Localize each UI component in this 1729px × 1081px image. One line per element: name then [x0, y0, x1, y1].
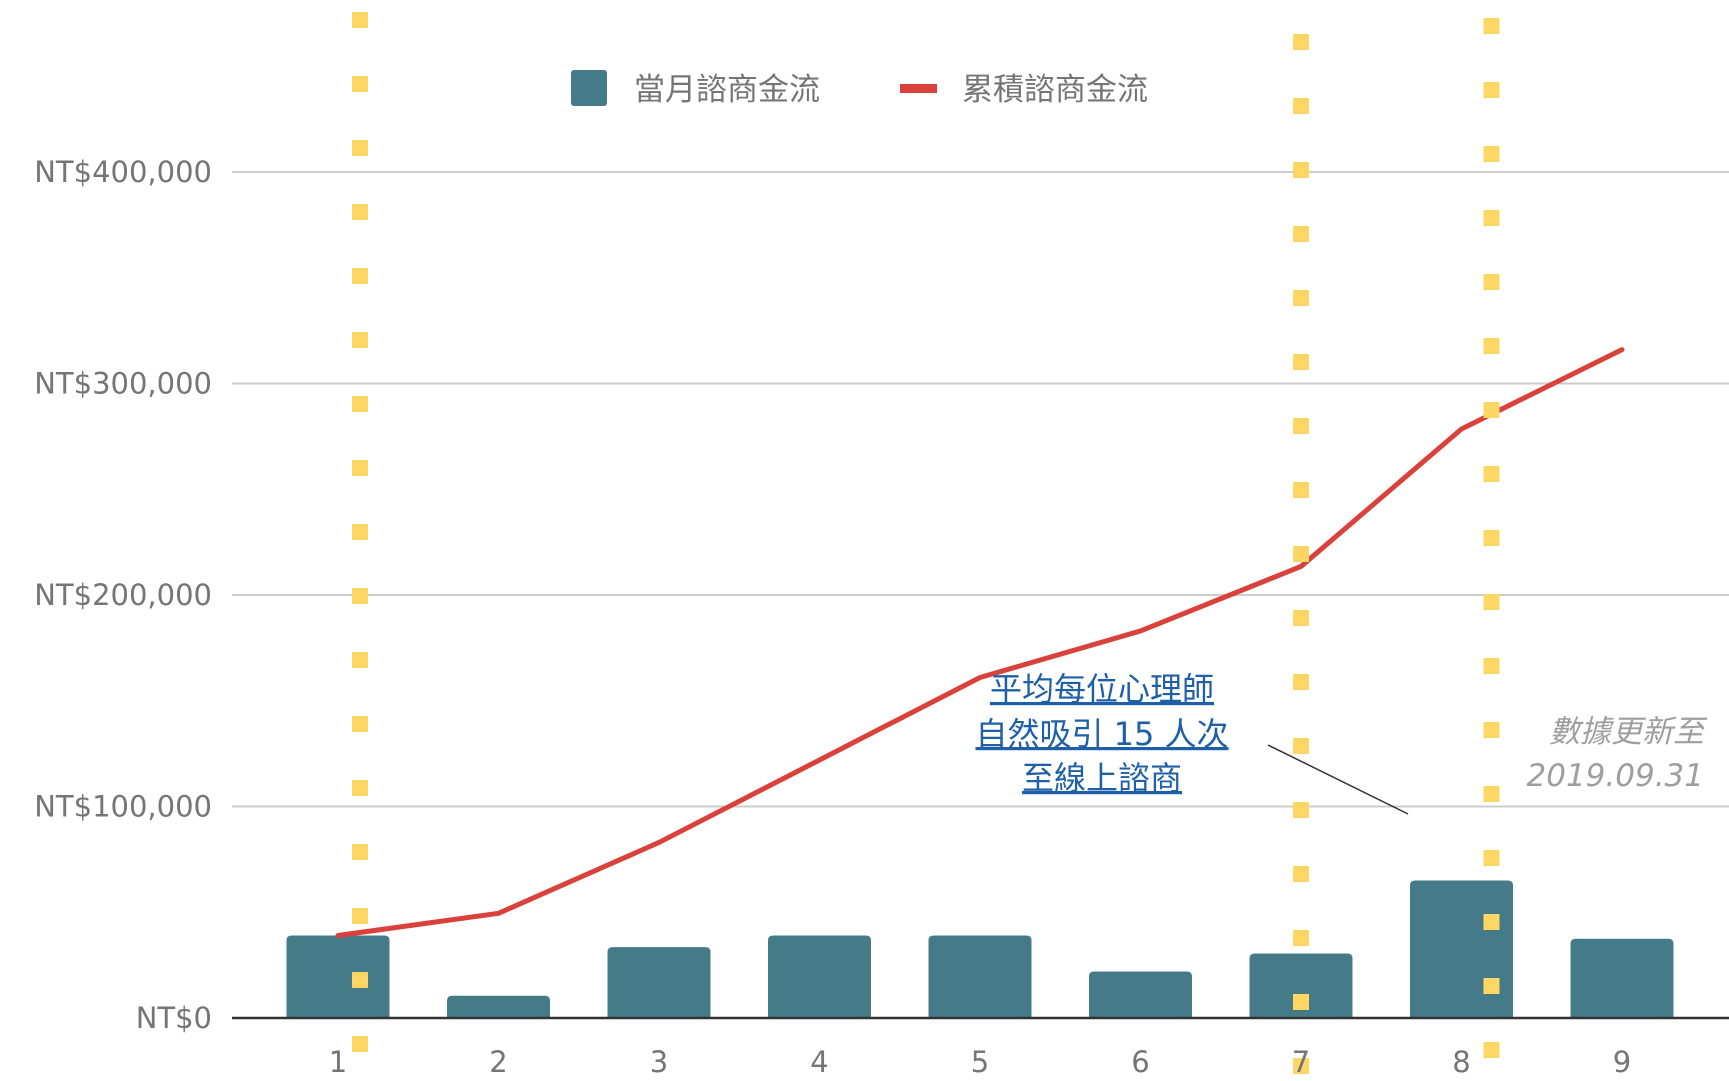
note-line-1: 數據更新至: [1549, 714, 1708, 750]
data-update-note: 數據更新至 2019.09.31: [1527, 714, 1708, 794]
y-tick-label: NT$100,000: [34, 790, 212, 824]
x-tick-label: 6: [1131, 1045, 1149, 1079]
bar-8: [1410, 880, 1513, 1018]
x-tick-label: 4: [810, 1045, 828, 1079]
legend-swatch-monthly: [571, 70, 607, 106]
line-cumulative: [335, 347, 1625, 939]
legend: 當月諮商金流 累積諮商金流: [571, 70, 1148, 108]
x-tick-label: 3: [650, 1045, 668, 1079]
annotation-pointer-line: [1267, 744, 1409, 815]
bar-series: [286, 880, 1674, 1018]
note-line-2: 2019.09.31: [1527, 758, 1705, 794]
gridlines: [232, 171, 1729, 808]
y-tick-label: NT$200,000: [34, 578, 212, 612]
y-tick-label: NT$300,000: [34, 367, 212, 401]
bar-2: [447, 995, 550, 1018]
line-series: [335, 347, 1625, 939]
legend-label-cumulative: 累積諮商金流: [962, 72, 1148, 108]
highlight-marker-7: [1293, 34, 1309, 1074]
bar-5: [928, 935, 1032, 1018]
highlight-markers: [352, 12, 1500, 1074]
bar-1: [286, 935, 390, 1018]
x-tick-label: 2: [489, 1045, 507, 1079]
x-tick-label: 1: [329, 1045, 347, 1079]
y-axis: NT$0 NT$100,000 NT$200,000 NT$300,000 NT$400…: [34, 155, 212, 1035]
annotation-line-2[interactable]: 自然吸引 15 人次: [975, 715, 1228, 753]
bar-9: [1570, 938, 1674, 1018]
annotation[interactable]: 平均每位心理師 自然吸引 15 人次 至線上諮商: [975, 670, 1409, 815]
highlight-marker-1: [352, 12, 368, 1052]
annotation-line-1[interactable]: 平均每位心理師: [990, 670, 1214, 708]
x-tick-label: 8: [1452, 1045, 1470, 1079]
y-tick-label: NT$400,000: [34, 155, 212, 189]
x-axis: 1 2 3 4 5 6 7 8 9: [329, 1045, 1631, 1079]
legend-swatch-cumulative: [900, 84, 937, 93]
x-tick-label: 9: [1613, 1045, 1631, 1079]
bar-4: [768, 935, 871, 1018]
legend-label-monthly: 當月諮商金流: [634, 72, 820, 108]
highlight-marker-8: [1483, 18, 1500, 1058]
annotation-line-3[interactable]: 至線上諮商: [1022, 759, 1182, 797]
bar-6: [1089, 971, 1192, 1018]
y-tick-label: NT$0: [136, 1001, 212, 1035]
x-tick-label: 7: [1292, 1045, 1310, 1079]
bar-7: [1249, 953, 1353, 1018]
bar-3: [607, 947, 711, 1018]
x-tick-label: 5: [971, 1045, 989, 1079]
